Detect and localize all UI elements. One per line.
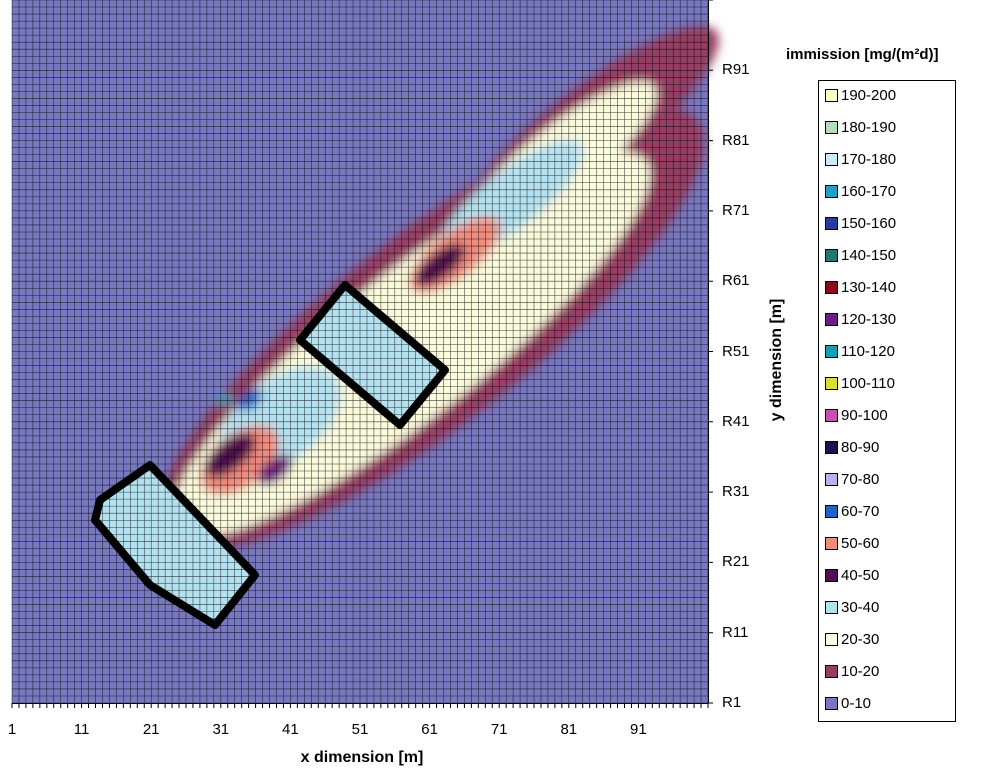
legend-swatch <box>825 216 838 230</box>
building-1-outline <box>296 281 449 429</box>
y-axis-ticks <box>708 0 713 704</box>
legend-label: 140-150 <box>841 246 897 264</box>
legend-label: 70-80 <box>841 470 880 488</box>
legend-label: 120-130 <box>841 310 897 328</box>
legend-item: 150-160 <box>825 213 896 233</box>
legend-swatch <box>825 504 838 518</box>
y-tick-label: R31 <box>722 483 750 501</box>
axes <box>11 0 713 708</box>
legend-swatch <box>825 472 838 486</box>
legend-item: 0-10 <box>825 693 871 713</box>
plume-40-50-a <box>415 244 465 286</box>
legend-item: 190-200 <box>825 85 896 105</box>
legend-item: 20-30 <box>825 629 879 649</box>
legend-item: 10-20 <box>825 661 879 681</box>
building-outlines <box>91 281 449 629</box>
plume-40-50-b <box>204 433 256 477</box>
x-tick-label: 81 <box>560 721 578 738</box>
legend-item: 170-180 <box>825 149 896 169</box>
legend-label: 100-110 <box>841 374 895 392</box>
y-tick-label: R51 <box>722 342 750 360</box>
legend-label: 0-10 <box>841 694 872 712</box>
x-tick-label: 91 <box>630 721 647 738</box>
legend-label: 80-90 <box>841 438 880 456</box>
legend-item: 100-110 <box>825 373 895 393</box>
x-tick-label: 61 <box>421 721 438 738</box>
x-tick-label: 51 <box>351 721 369 738</box>
legend-label: 190-200 <box>841 86 897 104</box>
legend-label: 20-30 <box>841 630 880 648</box>
plume-110-120 <box>217 394 233 406</box>
legend-item: 50-60 <box>825 533 879 553</box>
legend-label: 30-40 <box>841 598 880 616</box>
legend-item: 70-80 <box>825 469 879 489</box>
grid-lines <box>11 0 709 704</box>
legend-label: 150-160 <box>841 214 897 232</box>
legend-label: 170-180 <box>841 150 897 168</box>
legend-item: 110-120 <box>825 341 895 361</box>
legend-item: 140-150 <box>825 245 896 265</box>
legend-swatch <box>825 408 838 422</box>
legend-swatch <box>825 696 838 710</box>
legend-swatch <box>825 152 838 166</box>
legend-swatch <box>825 536 838 550</box>
legend-swatch <box>825 88 838 102</box>
legend-label: 40-50 <box>841 566 880 584</box>
y-tick-label: R61 <box>722 272 750 290</box>
legend-swatch <box>825 632 838 646</box>
x-axis-ticks <box>11 703 709 708</box>
x-tick-label: 21 <box>142 721 160 738</box>
y-tick-label: R91 <box>722 61 750 79</box>
legend-swatch <box>825 184 838 198</box>
legend-item: 30-40 <box>825 597 879 617</box>
legend-item: 160-170 <box>825 181 896 201</box>
legend-swatch <box>825 120 838 134</box>
x-tick-label: 41 <box>282 721 299 738</box>
legend-item: 60-70 <box>825 501 879 521</box>
y-tick-label: R11 <box>722 623 749 641</box>
y-tick-label: R41 <box>722 412 750 430</box>
legend-item: 130-140 <box>825 277 896 297</box>
legend-label: 50-60 <box>841 534 880 552</box>
legend-swatch <box>825 440 838 454</box>
x-tick-label: 11 <box>73 721 90 738</box>
legend-swatch <box>825 664 838 678</box>
y-tick-label: R21 <box>722 553 750 571</box>
legend-swatch <box>825 344 838 358</box>
legend-item: 40-50 <box>825 565 879 585</box>
legend-item: 120-130 <box>825 309 896 329</box>
legend-title: immission [mg/(m²d)] <box>786 46 939 63</box>
legend-swatch <box>825 600 838 614</box>
legend-swatch <box>825 312 838 326</box>
legend-item: 90-100 <box>825 405 888 425</box>
legend-label: 130-140 <box>841 278 897 296</box>
y-tick-label: R81 <box>722 131 750 149</box>
y-tick-label: R1 <box>722 694 742 711</box>
x-tick-label: 71 <box>490 721 508 738</box>
building-2-outline <box>91 461 259 629</box>
legend-label: 90-100 <box>841 406 888 424</box>
legend-item: 80-90 <box>825 437 879 457</box>
legend-swatch <box>825 248 838 262</box>
legend-label: 160-170 <box>841 182 897 200</box>
legend-swatch <box>825 376 838 390</box>
legend-swatch <box>825 568 838 582</box>
x-tick-label: 1 <box>7 721 17 738</box>
y-tick-label: R71 <box>722 201 750 219</box>
legend-swatch <box>825 280 838 294</box>
legend: 190-200 180-190 170-180 160-170 150-160 140-1… <box>818 80 956 722</box>
legend-label: 60-70 <box>841 502 880 520</box>
plume-60-70 <box>237 389 263 411</box>
legend-label: 10-20 <box>841 662 880 680</box>
x-tick-label: 31 <box>212 721 230 738</box>
building-2-fill <box>95 465 255 625</box>
legend-label: 110-120 <box>841 342 895 360</box>
legend-item: 180-190 <box>825 117 896 137</box>
legend-label: 180-190 <box>841 118 897 136</box>
heatmap-grid <box>11 0 709 704</box>
x-axis-title: x dimension [m] <box>300 749 424 766</box>
y-axis-title: y dimension [m] <box>768 298 785 422</box>
